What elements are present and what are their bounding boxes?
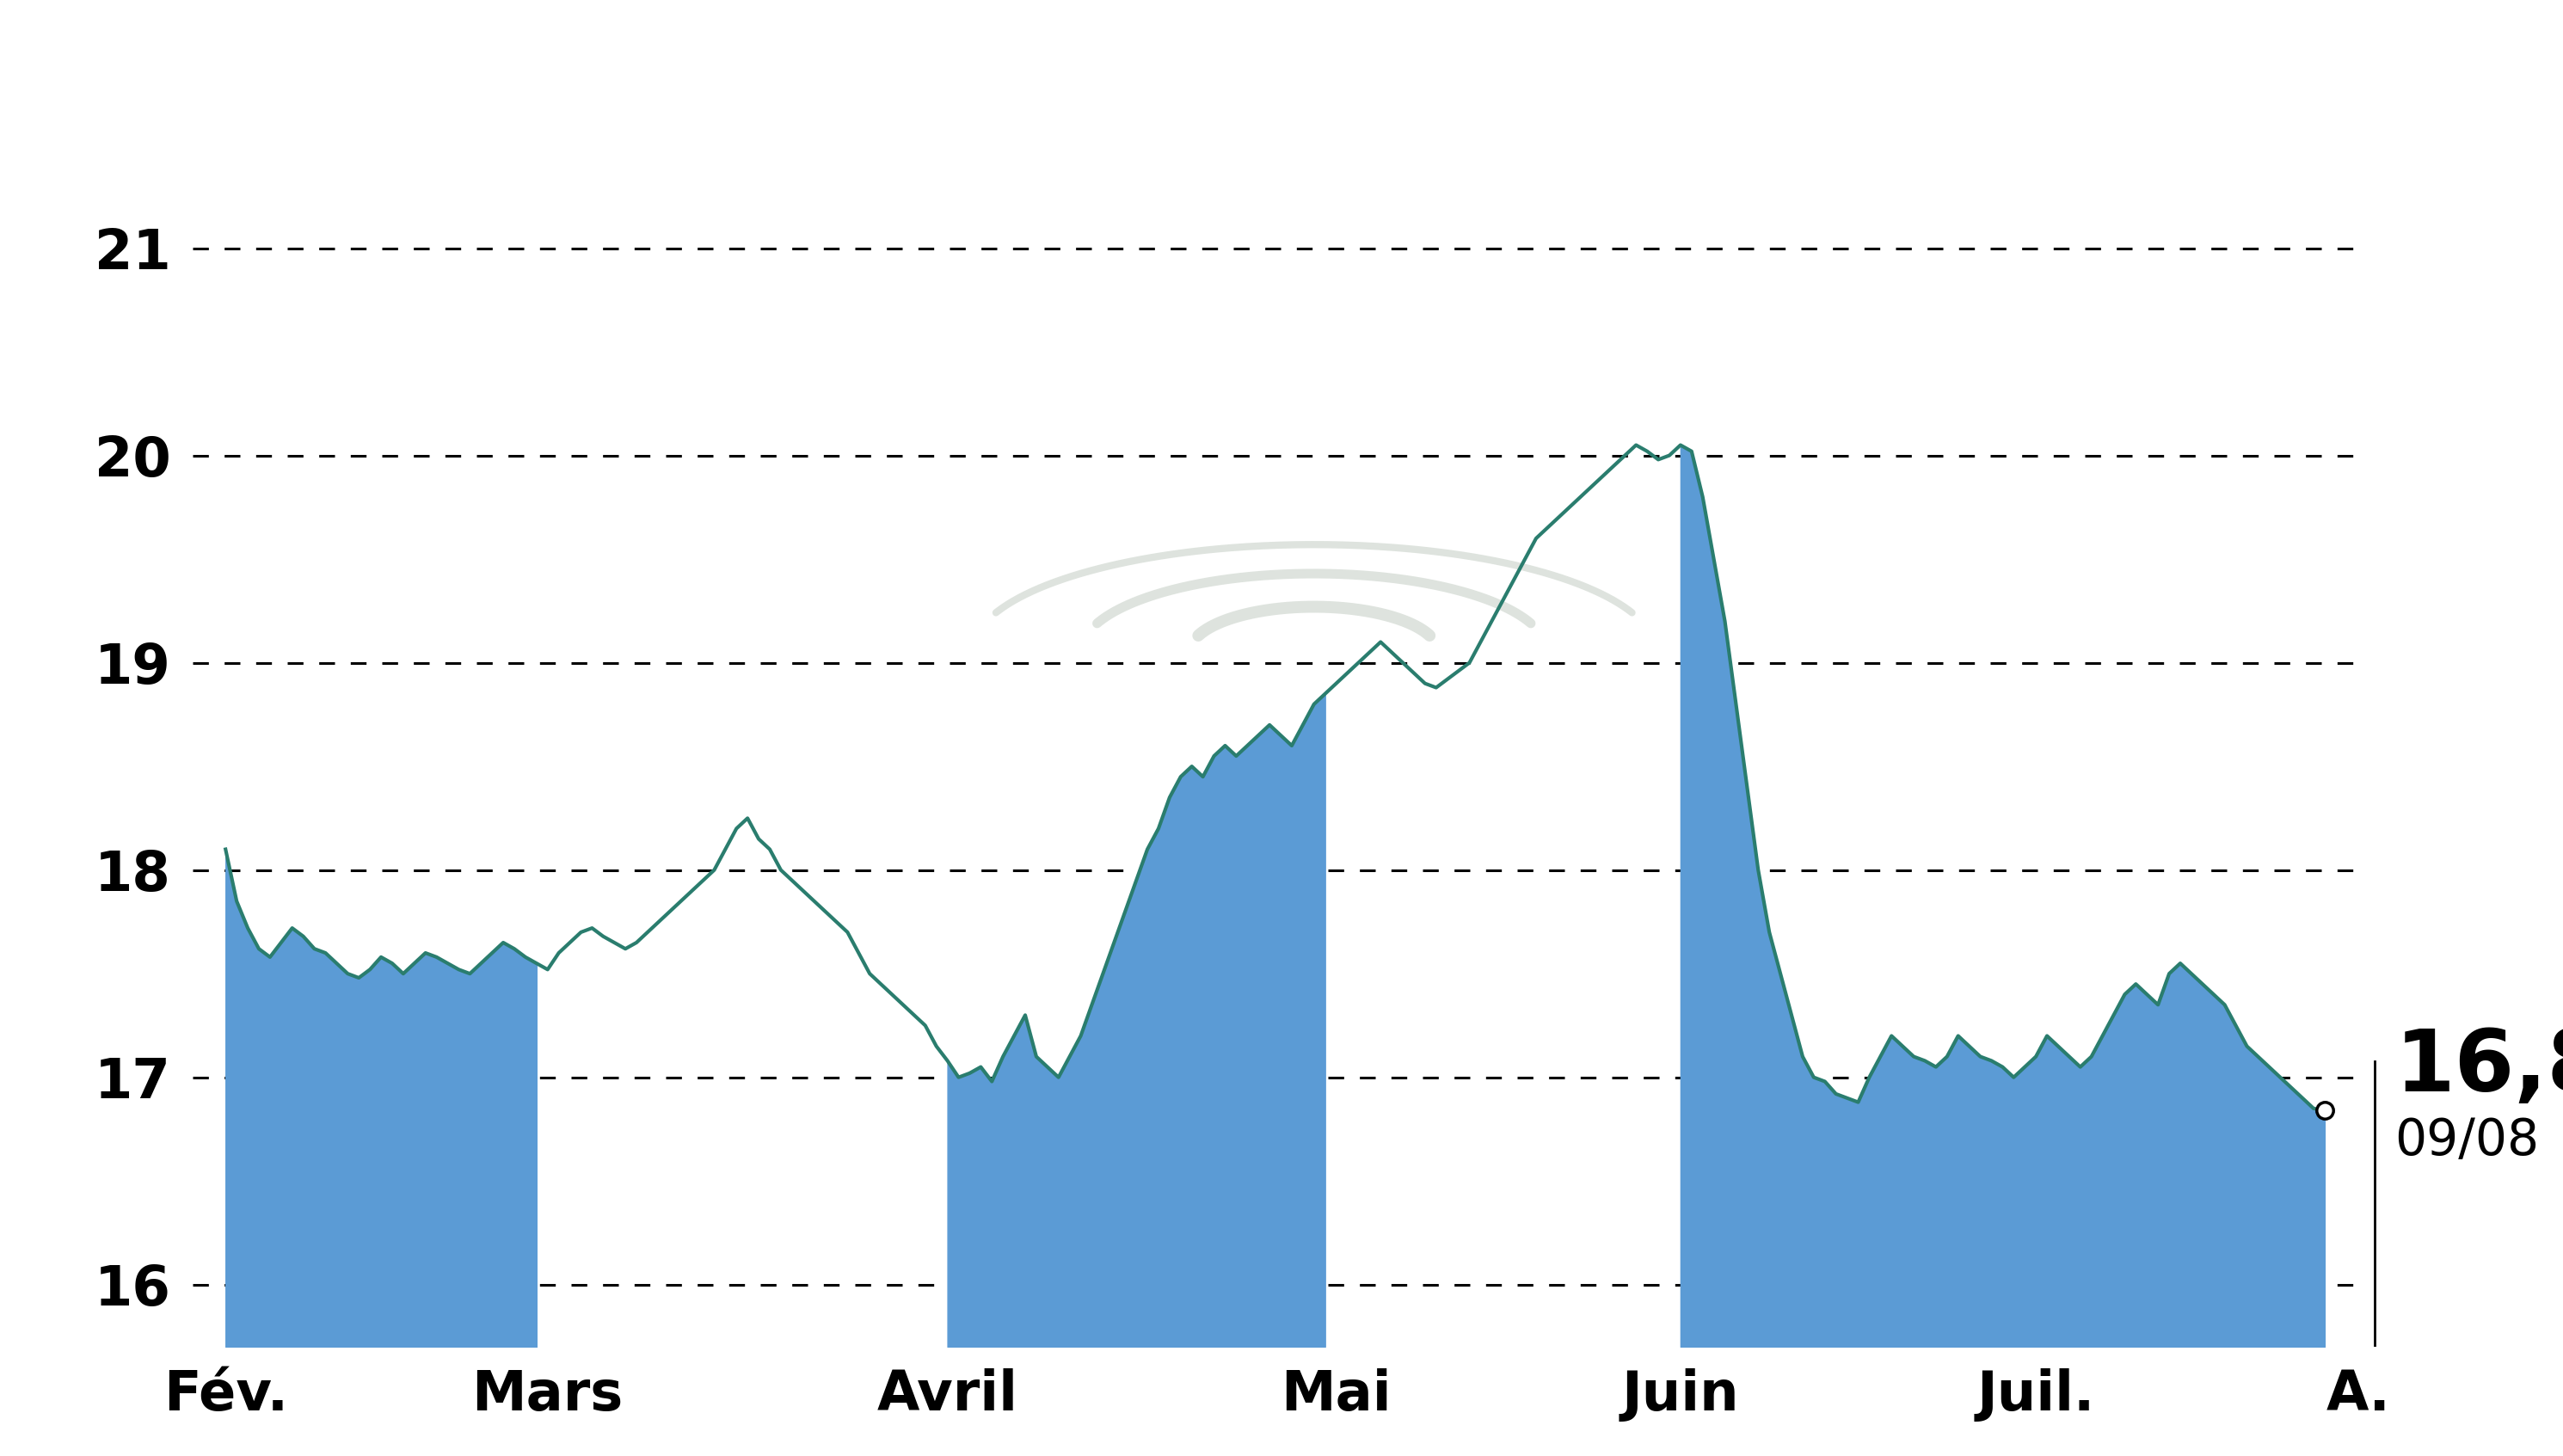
Text: CRCAM BRIE PIC2CCI: CRCAM BRIE PIC2CCI xyxy=(669,16,1894,116)
Text: 16,84: 16,84 xyxy=(2394,1026,2563,1109)
Text: 09/08: 09/08 xyxy=(2394,1117,2540,1166)
